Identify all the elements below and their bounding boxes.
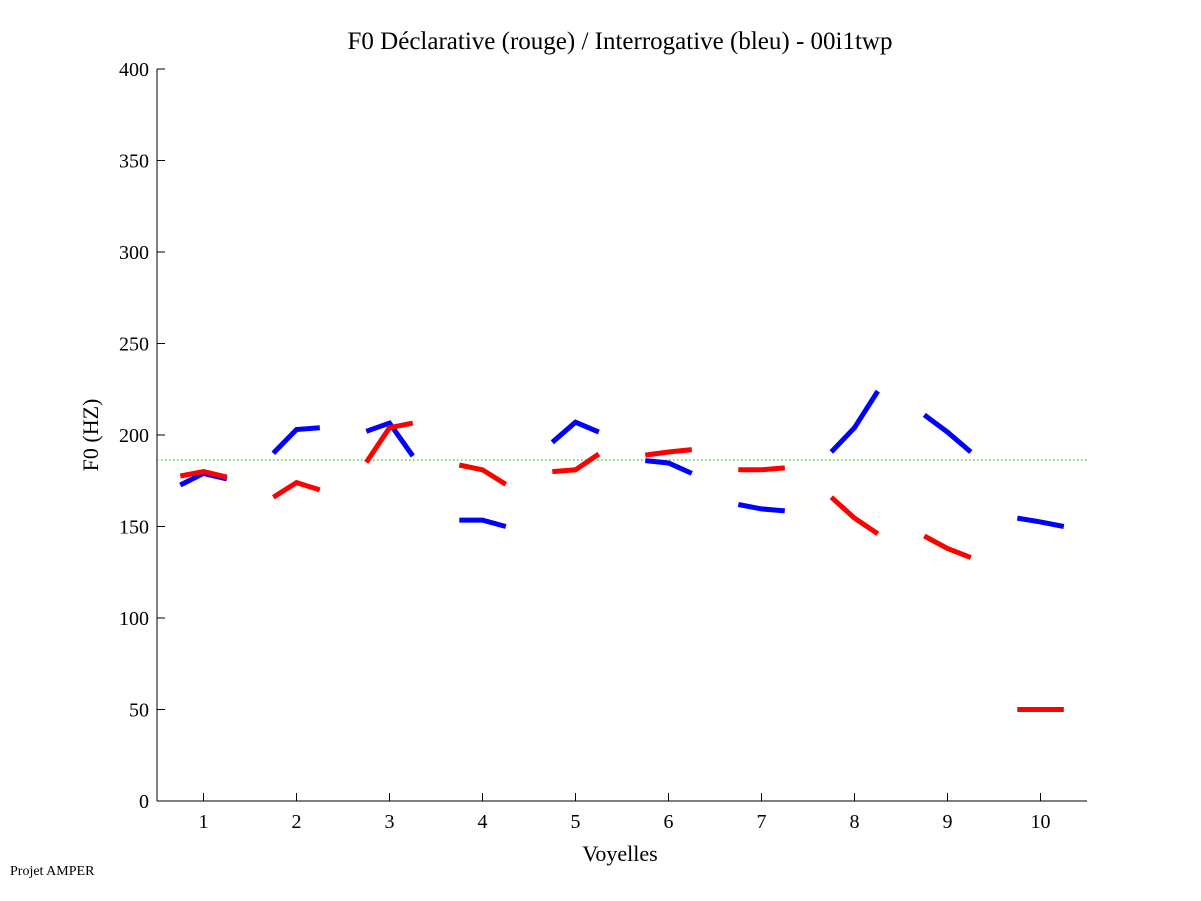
x-tick-label: 8 (850, 811, 860, 833)
y-tick-label: 200 (119, 425, 149, 447)
series-segment (271, 479, 321, 500)
y-tick-label: 350 (119, 151, 149, 173)
y-tick-label: 150 (119, 517, 149, 539)
y-tick-label: 0 (139, 791, 149, 813)
y-tick-label: 300 (119, 242, 149, 264)
series-segment (1016, 515, 1065, 529)
y-tick-label: 100 (119, 608, 149, 630)
series-segment (458, 462, 508, 487)
x-tick-label: 4 (478, 811, 488, 833)
y-tick-label: 400 (119, 59, 149, 81)
y-axis-label: F0 (HZ) (78, 399, 103, 472)
series-segment (829, 389, 880, 454)
series-segment (645, 458, 693, 476)
series-segment (552, 451, 601, 475)
y-tick-label: 250 (119, 334, 149, 356)
x-tick-label: 6 (664, 811, 674, 833)
x-tick-label: 2 (292, 811, 302, 833)
chart-title: F0 Déclarative (rouge) / Interrogative (… (348, 28, 893, 55)
series-segment (923, 533, 972, 560)
series-segment (829, 495, 880, 536)
x-axis-label: Voyelles (582, 841, 657, 866)
series-segment (365, 420, 415, 458)
x-tick-label: 5 (571, 811, 581, 833)
series-segment (459, 517, 507, 529)
x-tick-label: 7 (757, 811, 767, 833)
x-tick-label: 9 (943, 811, 953, 833)
series-segment (364, 420, 414, 464)
series-segment (271, 425, 320, 456)
x-tick-label: 1 (199, 811, 209, 833)
series-segment (179, 469, 228, 480)
series-segment (922, 412, 973, 454)
series-segment (644, 447, 693, 458)
footer-credit: Projet AMPER (10, 864, 95, 879)
x-tick-label: 3 (385, 811, 395, 833)
series-segment (550, 419, 600, 445)
series-segment (738, 465, 786, 473)
x-tick-label: 10 (1031, 811, 1051, 833)
y-tick-label: 50 (129, 700, 149, 722)
series-segment (737, 502, 786, 514)
